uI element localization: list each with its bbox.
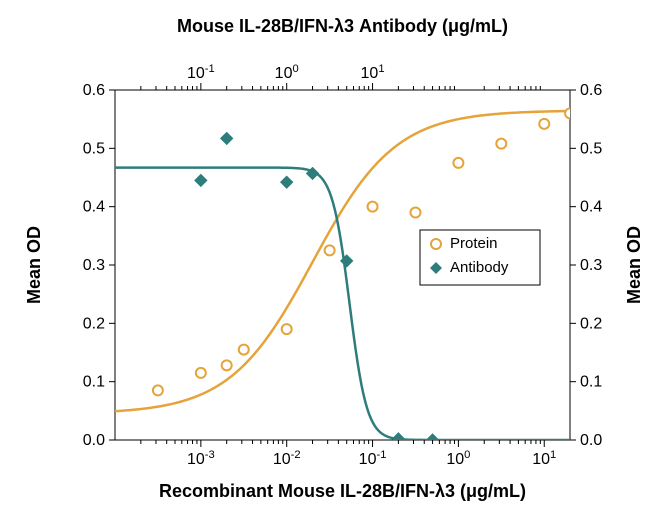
svg-text:0.2: 0.2 — [83, 315, 105, 332]
svg-text:Mean OD: Mean OD — [624, 226, 644, 304]
svg-text:0.2: 0.2 — [580, 315, 602, 332]
chart-container: 0.0 0.1 0.2 0.3 0.4 0.5 0.6 0.0 0.1 0.2 0.3 0.4 0.5 0… — [0, 0, 650, 527]
svg-text:0.1: 0.1 — [580, 374, 602, 391]
svg-text:0.4: 0.4 — [580, 199, 602, 216]
svg-text:0.0: 0.0 — [83, 432, 105, 449]
svg-text:0.5: 0.5 — [580, 140, 602, 157]
svg-text:0.5: 0.5 — [83, 140, 105, 157]
dose-response-chart: 0.0 0.1 0.2 0.3 0.4 0.5 0.6 0.0 0.1 0.2 0.3 0.4 0.5 0… — [0, 0, 650, 527]
svg-text:Mouse IL-28B/IFN-λ3 Antibody (: Mouse IL-28B/IFN-λ3 Antibody (μg/mL) — [177, 16, 508, 36]
svg-text:Mean OD: Mean OD — [24, 226, 44, 304]
svg-text:0.3: 0.3 — [580, 257, 602, 274]
svg-text:Protein: Protein — [450, 235, 498, 252]
svg-text:0.0: 0.0 — [580, 432, 602, 449]
svg-text:0.6: 0.6 — [580, 82, 602, 99]
svg-text:0.1: 0.1 — [83, 374, 105, 391]
svg-text:0.3: 0.3 — [83, 257, 105, 274]
svg-text:Recombinant Mouse IL-28B/IFN-λ: Recombinant Mouse IL-28B/IFN-λ3 (μg/mL) — [159, 481, 526, 501]
svg-text:0.4: 0.4 — [83, 199, 105, 216]
svg-text:Antibody: Antibody — [450, 259, 509, 276]
svg-text:0.6: 0.6 — [83, 82, 105, 99]
